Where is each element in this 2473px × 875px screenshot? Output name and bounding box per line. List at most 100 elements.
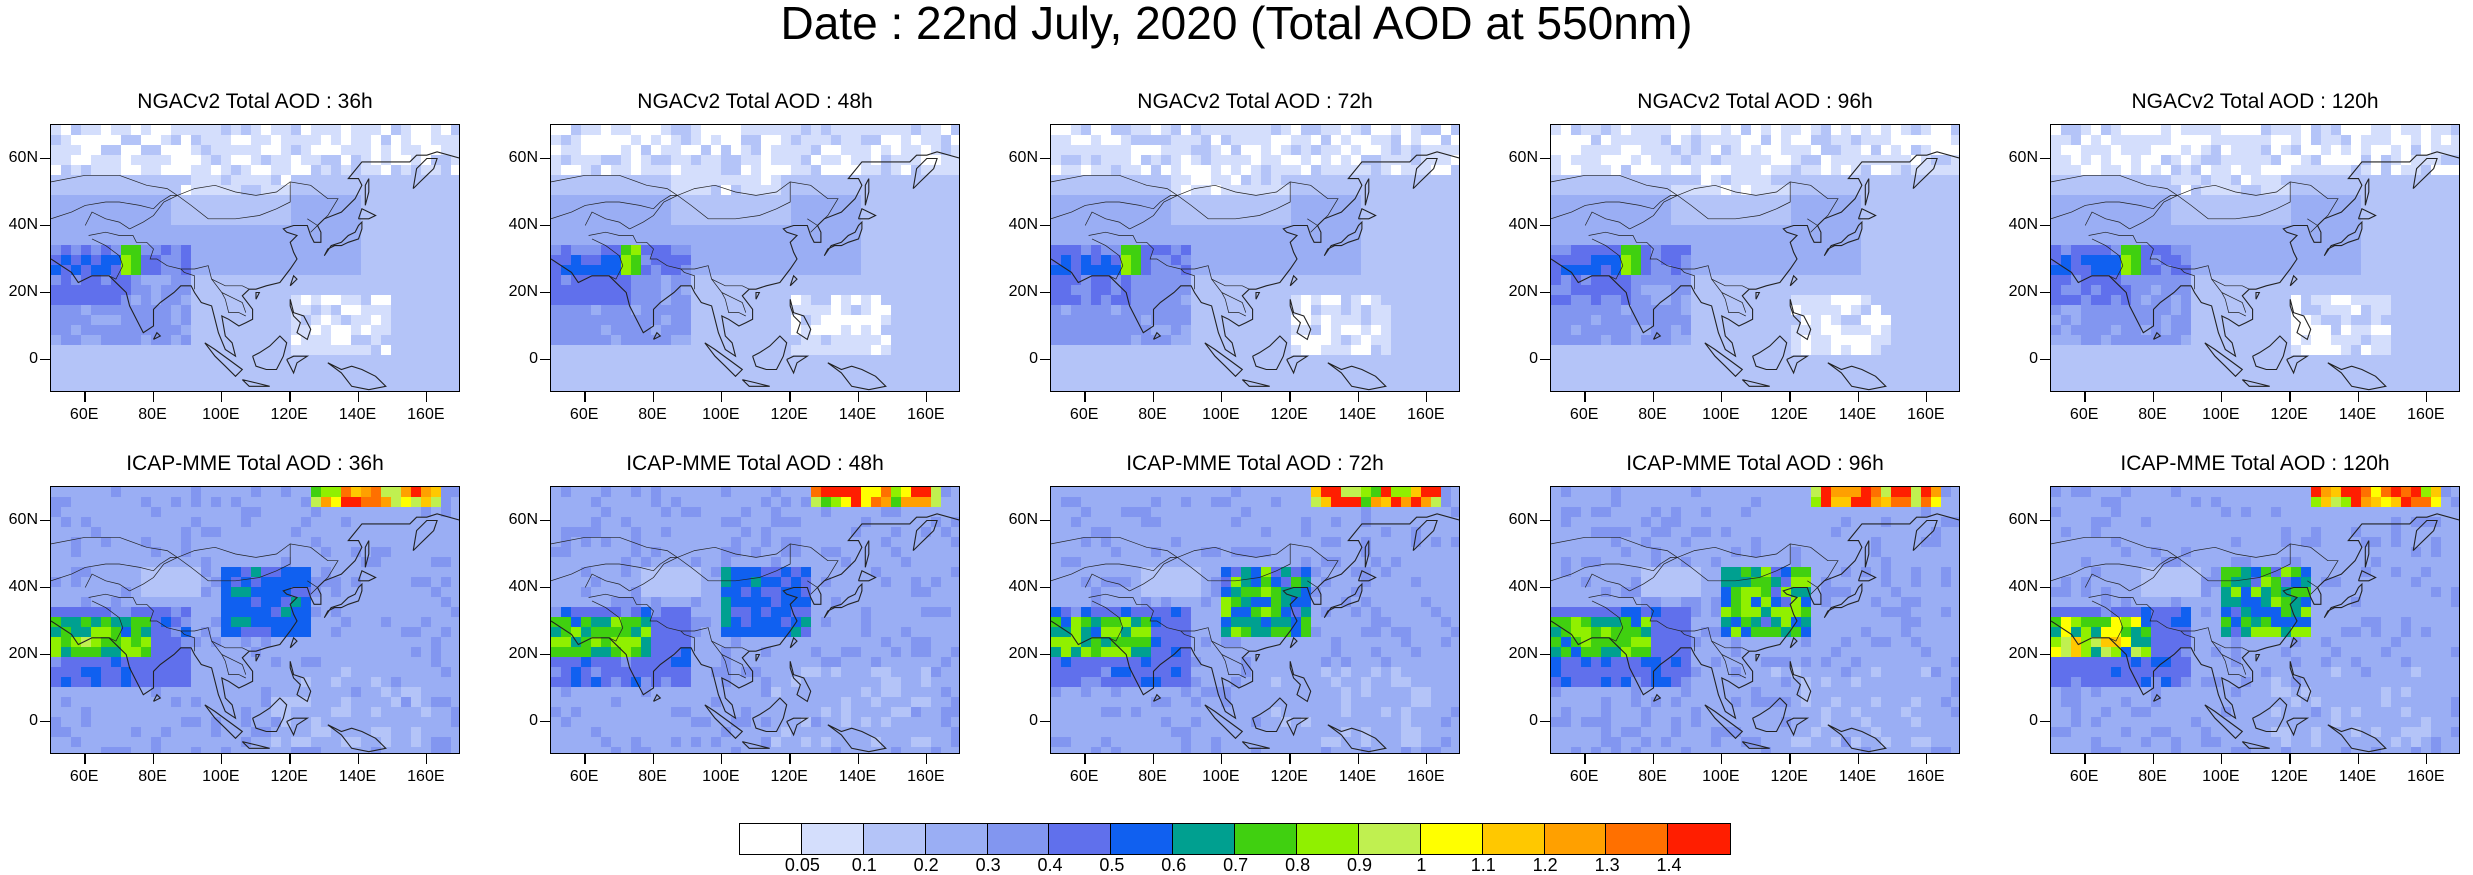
- lat-tick-mark: [1040, 586, 1050, 588]
- lat-tick-mark: [540, 720, 550, 722]
- lon-tick-label: 80E: [2138, 768, 2167, 785]
- lat-tick-mark: [540, 224, 550, 226]
- lat-tick-label: 40N: [508, 577, 538, 595]
- lon-tick-mark: [2220, 754, 2223, 764]
- lon-tick-mark: [1789, 754, 1791, 764]
- lon-tick-mark: [1084, 754, 1086, 764]
- lat-tick-label: 40N: [1008, 577, 1038, 595]
- panel-title: NGACv2 Total AOD : 72h: [1137, 90, 1373, 113]
- lon-tick-label: 60E: [69, 406, 99, 423]
- panel-title: NGACv2 Total AOD : 96h: [1637, 90, 1873, 113]
- colorbar-box: [801, 824, 864, 854]
- lon-tick-mark: [1425, 754, 1428, 764]
- lat-tick-label: 40N: [8, 215, 38, 233]
- lon-tick-label: 140E: [2338, 768, 2377, 785]
- lon-tick-mark: [1220, 754, 1223, 764]
- lat-tick-label: 0: [2029, 711, 2038, 729]
- lon-tick-mark: [289, 392, 291, 402]
- lon-tick-label: 140E: [838, 406, 877, 423]
- colorbar-label: 0.4: [1037, 855, 1063, 875]
- lon-tick-mark: [84, 754, 86, 764]
- lat-tick-mark: [1540, 720, 1550, 722]
- lon-tick-label: 60E: [1569, 406, 1599, 423]
- lon-tick-mark: [652, 392, 654, 402]
- lon-tick-label: 100E: [202, 768, 240, 785]
- lat-tick-mark: [40, 720, 50, 722]
- lat-tick-label: 20N: [1008, 282, 1038, 300]
- lon-tick-mark: [2357, 392, 2359, 402]
- aod-field: [1551, 487, 1959, 753]
- map-panel: ICAP-MME Total AOD : 48h 60N 40N 20N 0 60E 80E…: [500, 452, 1000, 816]
- aod-field: [551, 125, 959, 391]
- lon-tick-mark: [2425, 392, 2428, 402]
- lon-tick-mark: [220, 754, 223, 764]
- lat-tick-label: 20N: [1508, 644, 1538, 662]
- lon-tick-label: 160E: [407, 768, 445, 785]
- lat-tick-label: 40N: [8, 577, 38, 595]
- colorbar-box: [1544, 824, 1607, 854]
- lat-tick-label: 40N: [2008, 215, 2038, 233]
- lon-tick-label: 100E: [1202, 768, 1240, 785]
- lat-tick-mark: [40, 291, 50, 293]
- map-panel: NGACv2 Total AOD : 72h 60N 40N 20N 0 60E 80E 10…: [1000, 90, 1500, 454]
- colorbar-box: [1297, 824, 1359, 854]
- lon-tick-mark: [584, 392, 586, 402]
- lon-tick-label: 140E: [2338, 406, 2377, 423]
- lat-tick-label: 20N: [1508, 282, 1538, 300]
- aod-map: [550, 486, 960, 754]
- lat-tick-label: 0: [29, 711, 38, 729]
- lon-tick-label: 100E: [1702, 768, 1740, 785]
- colorbar-label: 1.4: [1656, 855, 1682, 875]
- lat-tick-mark: [1540, 358, 1550, 360]
- lon-tick-mark: [789, 754, 791, 764]
- colorbar-label: 1.2: [1532, 855, 1558, 875]
- lon-tick-label: 100E: [702, 406, 740, 423]
- lon-tick-label: 60E: [1069, 768, 1099, 785]
- lon-tick-mark: [2152, 754, 2154, 764]
- lat-tick-label: 40N: [1508, 215, 1538, 233]
- lon-tick-label: 140E: [338, 768, 377, 785]
- lon-tick-mark: [1289, 392, 1291, 402]
- aod-map: [2050, 124, 2460, 392]
- lon-tick-label: 160E: [2407, 406, 2445, 423]
- colorbar-label: 0.9: [1346, 855, 1373, 875]
- lat-tick-label: 60N: [8, 510, 38, 528]
- colorbar-label: 0.05: [784, 855, 820, 875]
- lat-tick-label: 0: [2029, 349, 2038, 367]
- colorbar-label: 1.1: [1470, 855, 1496, 875]
- lon-tick-label: 100E: [2202, 406, 2240, 423]
- lon-tick-mark: [1720, 754, 1723, 764]
- colorbar-box: [1235, 824, 1298, 854]
- lon-tick-label: 120E: [2270, 406, 2308, 423]
- lon-tick-label: 60E: [569, 406, 599, 423]
- aod-map: [550, 124, 960, 392]
- lat-tick-label: 60N: [1508, 148, 1538, 166]
- colorbar-label: 0.2: [913, 855, 939, 875]
- lon-tick-label: 80E: [1638, 406, 1667, 423]
- lon-tick-label: 140E: [1338, 406, 1377, 423]
- colorbar-box: [740, 824, 802, 854]
- lon-tick-mark: [720, 754, 723, 764]
- lon-tick-mark: [2152, 392, 2154, 402]
- colorbar-label: 0.1: [851, 855, 877, 875]
- lat-tick-label: 20N: [2008, 644, 2038, 662]
- colorbar-box: [1482, 824, 1545, 854]
- lat-tick-mark: [540, 653, 550, 655]
- lat-tick-mark: [540, 358, 550, 360]
- lon-tick-label: 140E: [1838, 406, 1877, 423]
- lon-tick-label: 80E: [1138, 406, 1167, 423]
- lon-tick-label: 160E: [1407, 406, 1445, 423]
- lon-tick-mark: [1152, 754, 1154, 764]
- aod-field: [1051, 487, 1459, 753]
- lat-tick-label: 0: [29, 349, 38, 367]
- lat-tick-label: 40N: [508, 215, 538, 233]
- lon-tick-label: 80E: [1138, 768, 1167, 785]
- lat-tick-mark: [2040, 224, 2050, 226]
- aod-map: [50, 486, 460, 754]
- lon-tick-label: 160E: [2407, 768, 2445, 785]
- lat-tick-label: 0: [529, 711, 538, 729]
- lon-tick-label: 140E: [1338, 768, 1377, 785]
- lat-tick-mark: [2040, 586, 2050, 588]
- lon-tick-mark: [1584, 392, 1586, 402]
- panel-title: ICAP-MME Total AOD : 96h: [1626, 452, 1884, 475]
